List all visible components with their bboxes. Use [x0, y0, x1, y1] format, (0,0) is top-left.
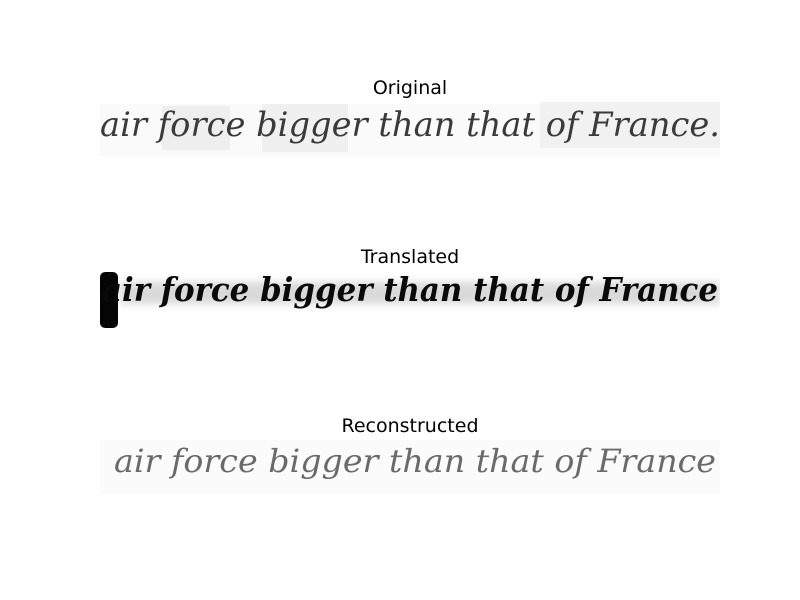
- handwriting-image-original: air force bigger than that of France.: [100, 98, 720, 160]
- handwriting-image-translated: air force bigger than that of France: [100, 268, 720, 330]
- handwriting-line-translated: air force bigger than that of France: [102, 270, 718, 309]
- dark-artifact-block: [100, 272, 118, 328]
- handwriting-image-reconstructed: air force bigger than that of France: [100, 436, 720, 498]
- handwriting-line-reconstructed: air force bigger than that of France: [114, 442, 716, 480]
- panel-title-original: Original: [372, 77, 448, 99]
- panel-title-reconstructed: Reconstructed: [341, 415, 479, 437]
- handwriting-line-original: air force bigger than that of France.: [100, 105, 720, 145]
- panel-title-translated: Translated: [360, 246, 460, 268]
